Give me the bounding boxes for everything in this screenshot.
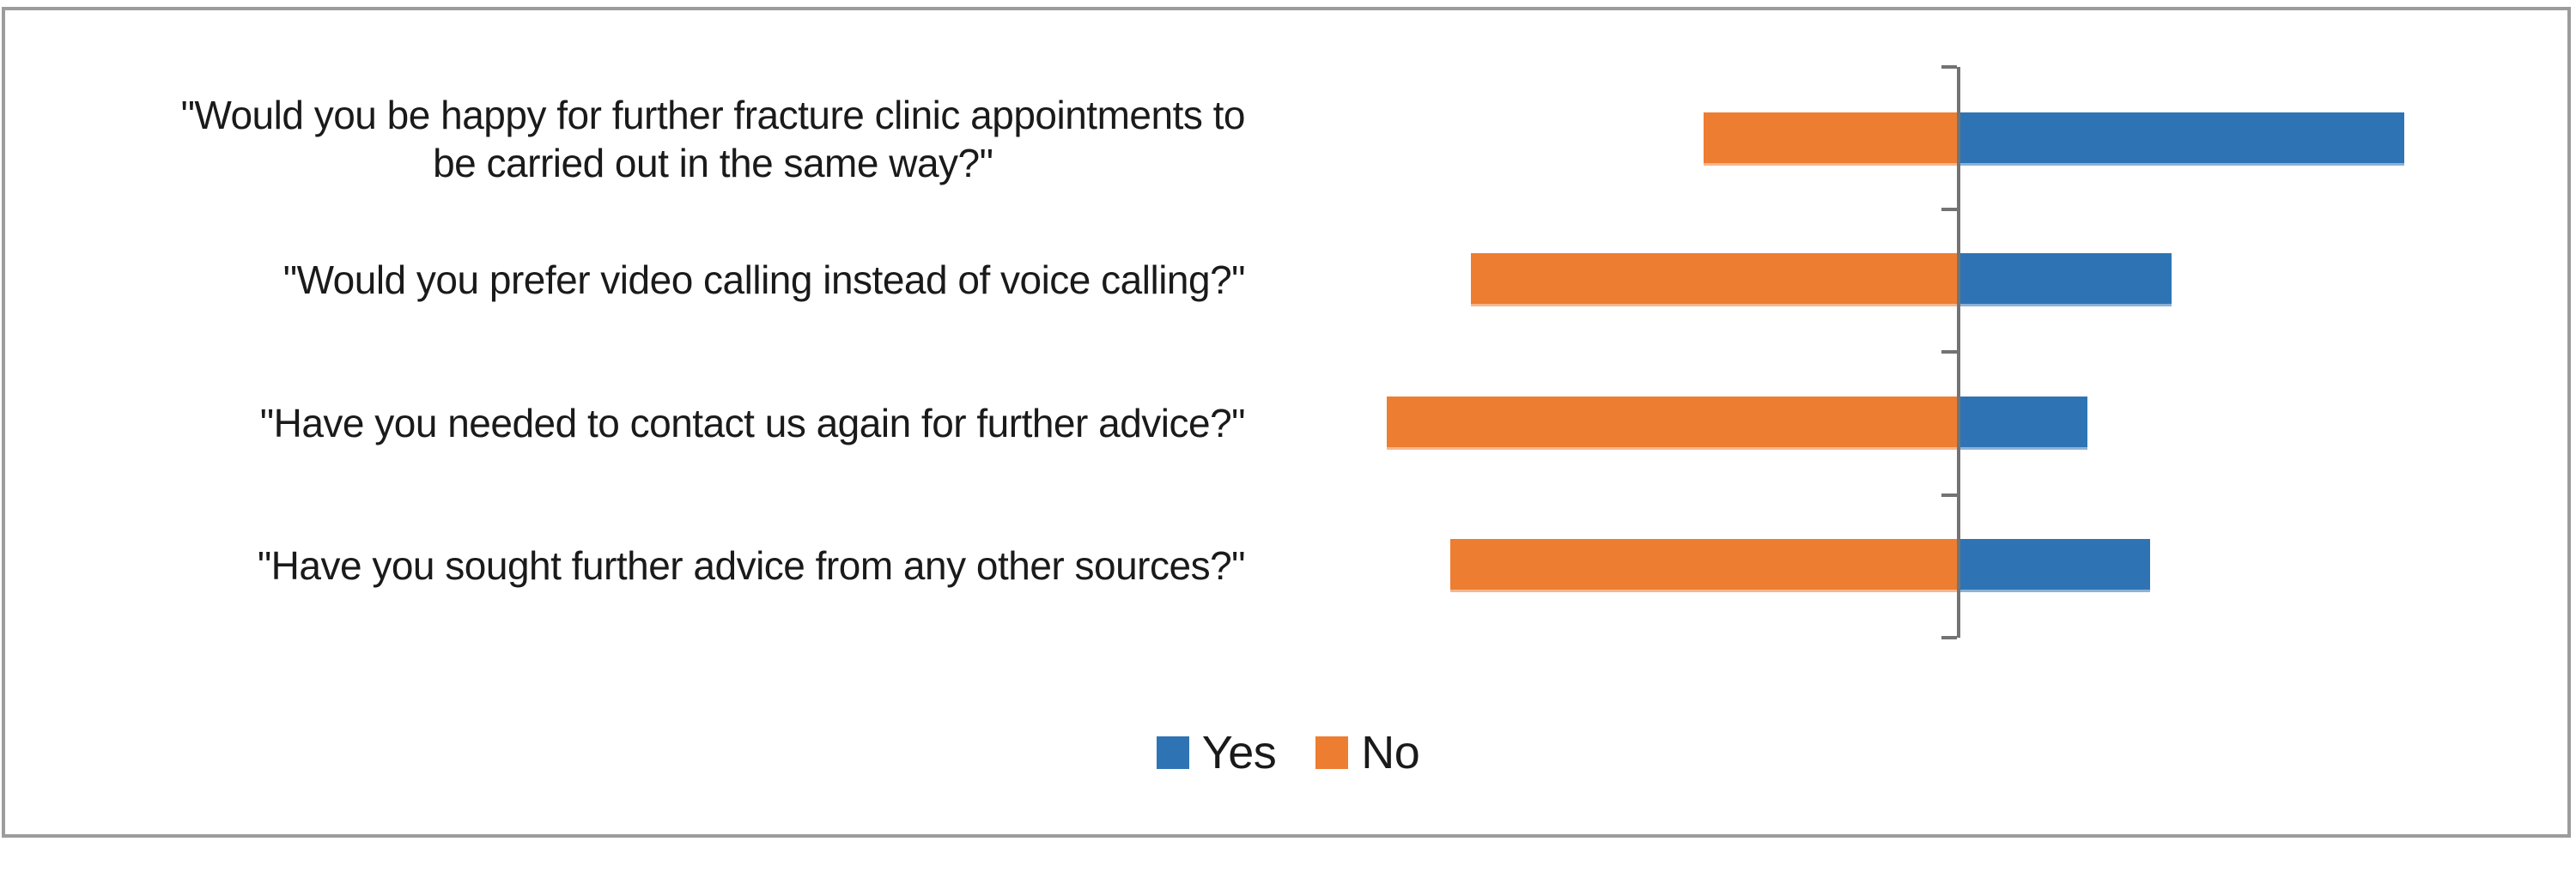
axis-tick-2 xyxy=(1941,208,1957,211)
legend-swatch-yes xyxy=(1156,736,1189,769)
category-label-text-q4: "Have you sought further advice from any… xyxy=(257,542,1246,588)
legend-swatch-no xyxy=(1315,736,1349,769)
chart-legend: Yes No xyxy=(0,726,2576,779)
bar-yes-q4 xyxy=(1960,539,2150,592)
bar-yes-q1 xyxy=(1960,112,2404,166)
bar-yes-q3 xyxy=(1960,397,2087,450)
axis-tick-1 xyxy=(1941,65,1957,69)
category-label-q1: "Would you be happy for further fracture… xyxy=(31,91,1246,187)
legend-label-yes: Yes xyxy=(1201,727,1277,778)
axis-tick-5 xyxy=(1941,636,1957,639)
legend-item-no: No xyxy=(1315,726,1420,779)
category-label-text-q2: "Would you prefer video calling instead … xyxy=(283,257,1246,302)
category-label-q2: "Would you prefer video calling instead … xyxy=(31,256,1246,304)
category-label-q4: "Have you sought further advice from any… xyxy=(31,542,1246,590)
axis-tick-3 xyxy=(1941,350,1957,354)
bar-no-q1 xyxy=(1704,112,1957,166)
legend-item-yes: Yes xyxy=(1156,726,1277,779)
axis-tick-4 xyxy=(1941,493,1957,497)
bar-no-q2 xyxy=(1471,253,1957,306)
category-label-q3: "Have you needed to contact us again for… xyxy=(31,399,1246,447)
legend-label-no: No xyxy=(1361,727,1420,778)
bar-no-q4 xyxy=(1450,539,1957,592)
category-label-text-q3: "Have you needed to contact us again for… xyxy=(259,400,1246,445)
bar-no-q3 xyxy=(1387,397,1957,450)
bar-yes-q2 xyxy=(1960,253,2172,306)
category-label-text-q1: "Would you be happy for further fracture… xyxy=(180,92,1246,185)
category-axis-line xyxy=(1957,67,1960,638)
